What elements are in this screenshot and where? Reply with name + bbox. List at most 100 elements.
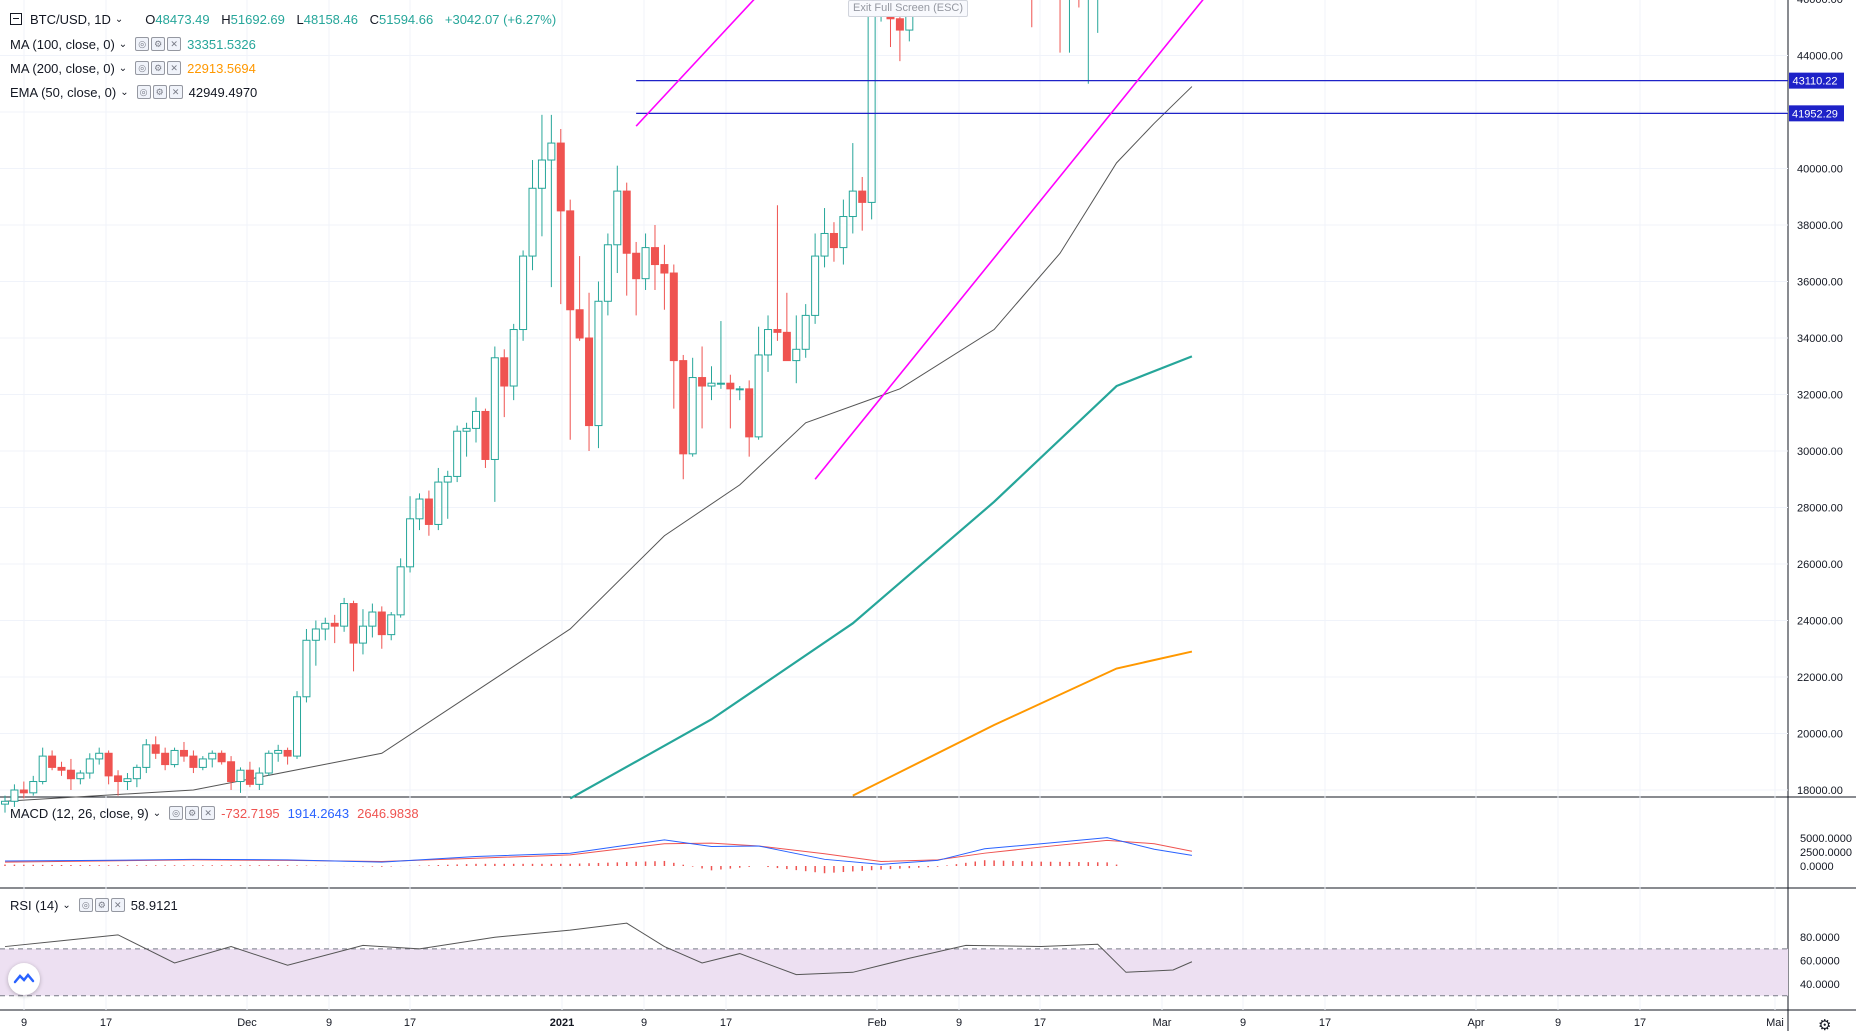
candle [179,749,188,757]
candle [415,498,424,520]
candle [424,498,433,525]
candle [396,566,405,616]
price-tick-label: 46000.00 [1797,0,1843,6]
price-label-text: 43110.22 [1792,76,1837,88]
candle [490,357,499,460]
candle [85,758,94,774]
time-tick-label: 17 [1634,1017,1646,1029]
macd-histogram [4,860,1118,874]
candle [773,329,782,333]
candle [782,331,791,362]
indicator-legend-ma100[interactable]: MA (100, close, 0) ⌄ ◎ ⚙ ✕ 33351.5326 [10,36,256,52]
candle [801,314,810,350]
candle [57,766,66,771]
candle [264,752,273,774]
price-tick-label: 40000.00 [1797,164,1843,176]
candle [227,761,236,783]
price-tick-label: 44000.00 [1797,51,1843,63]
candle [754,354,763,438]
candle [707,382,716,387]
indicator-legend-ma200[interactable]: MA (200, close, 0) ⌄ ◎ ⚙ ✕ 22913.5694 [10,60,256,76]
ma100-line [569,355,1193,800]
rsi-line [4,922,1193,976]
rsi-legend[interactable]: RSI (14) ⌄ ◎ ⚙ ✕ 58.9121 [10,897,178,913]
candle [114,775,123,783]
candle [528,187,537,257]
rsi-tick-label: 40.0000 [1800,979,1840,991]
candle [594,300,603,427]
candle [895,18,904,31]
candle [688,377,697,455]
candle [867,0,876,203]
macd-tick-label: 5000.0000 [1800,833,1852,845]
grid [0,0,1788,1010]
symbol-legend[interactable]: BTC/USD, 1D ⌄ O48473.49 H51692.69 L48158… [10,10,564,28]
price-tick-label: 36000.00 [1797,277,1843,289]
price-label-text: 41952.29 [1792,108,1838,120]
time-tick-label: 2021 [550,1017,574,1029]
candle [283,749,292,757]
indicator-controls[interactable]: ◎ ⚙ ✕ [169,806,216,820]
candle [829,232,838,249]
candle [556,142,565,212]
settings-gear-icon[interactable]: ⚙ [1818,1017,1832,1034]
price-label-badge [1789,72,1844,89]
candle [132,766,141,780]
candle [472,410,480,429]
candle [302,639,311,698]
candle [311,628,320,641]
candle [76,772,85,780]
candle [358,625,367,644]
indicator-controls[interactable]: ◎ ⚙ ✕ [136,85,183,99]
candle [1,800,9,805]
candle [481,410,490,460]
macd-signal-line [4,839,1193,863]
candle [547,142,556,161]
candle [142,744,151,768]
price-label-badge [1789,105,1844,122]
price-tick-label: 18000.00 [1797,785,1843,797]
candle [198,758,207,768]
candle [151,744,160,754]
candle [585,337,594,427]
time-tick-label: 9 [1555,1017,1561,1029]
candle [387,614,396,636]
indicator-controls[interactable]: ◎ ⚙ ✕ [78,898,125,912]
change-value: +3042.07 (+6.27%) [444,11,557,27]
time-tick-label: 17 [720,1017,732,1029]
indicator-controls[interactable]: ◎ ⚙ ✕ [135,37,182,51]
candle [820,232,829,257]
candle [537,159,546,189]
candle [613,190,622,246]
candle [839,216,848,249]
candle [406,518,415,568]
time-tick-label: 17 [404,1017,416,1029]
macd-legend[interactable]: MACD (12, 26, close, 9) ⌄ ◎ ⚙ ✕ -732.7195 1… [10,805,419,821]
candle [104,752,113,777]
candle [811,255,820,316]
chevron-down-icon[interactable]: ⌄ [114,13,124,25]
price-tick-label: 28000.00 [1797,503,1843,515]
price-tick-label: 30000.00 [1797,446,1843,458]
indicator-legend-ema50[interactable]: EMA (50, close, 0) ⌄ ◎ ⚙ ✕ 42949.4970 [10,84,258,100]
candle [217,752,226,763]
candle [641,247,650,280]
candle [660,264,669,274]
candle [340,603,349,627]
collapse-icon[interactable] [10,13,22,25]
rsi-tick-label: 60.0000 [1800,956,1840,968]
candle [189,755,198,768]
candle [293,696,302,757]
tradingview-logo[interactable] [8,963,40,995]
candle [735,388,744,391]
time-tick-label: Mai [1766,1017,1784,1029]
candle [632,252,641,280]
candle [170,749,179,766]
candle [650,247,659,266]
symbol-label[interactable]: BTC/USD, 1D [30,11,111,27]
candle [255,772,264,785]
indicator-controls[interactable]: ◎ ⚙ ✕ [135,61,182,75]
exit-fullscreen-button[interactable]: Exit Full Screen (ESC) [848,0,968,17]
time-tick-label: 9 [1240,1017,1246,1029]
